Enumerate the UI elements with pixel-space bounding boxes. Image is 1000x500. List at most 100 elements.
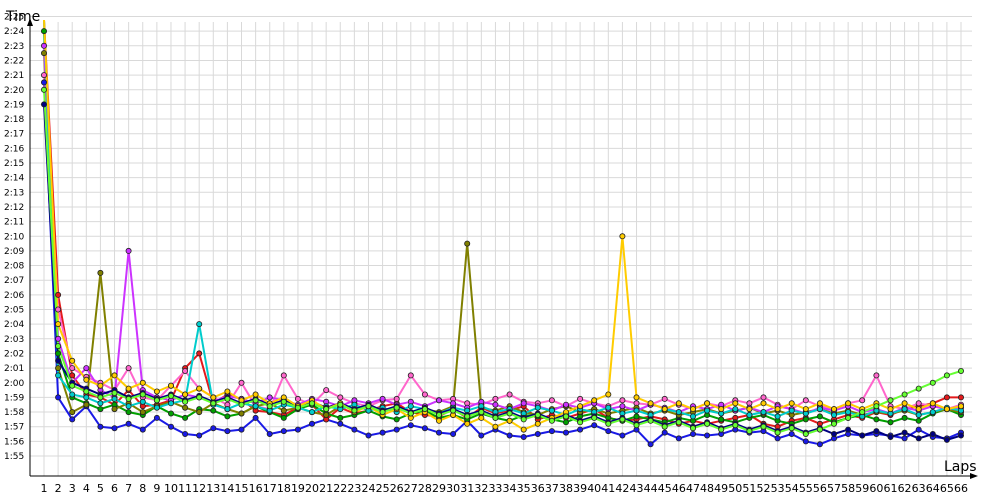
data-point (901, 435, 908, 442)
data-point (464, 420, 471, 427)
data-point (125, 247, 132, 254)
y-tick-label: 1:58 (4, 408, 24, 418)
x-tick-label: 12 (192, 482, 206, 495)
data-point (196, 350, 203, 357)
y-tick-label: 2:21 (4, 71, 24, 81)
data-point (379, 395, 386, 402)
data-point (746, 411, 753, 418)
data-point (859, 409, 866, 416)
x-tick-label: 64 (926, 482, 940, 495)
data-point (294, 426, 301, 433)
x-tick-label: 9 (153, 482, 160, 495)
data-point (746, 428, 753, 435)
x-tick-label: 34 (503, 482, 517, 495)
data-point (774, 406, 781, 413)
data-point (859, 397, 866, 404)
data-point (41, 79, 48, 86)
x-tick-label: 55 (799, 482, 813, 495)
x-tick-label: 42 (615, 482, 629, 495)
data-point (55, 306, 62, 313)
data-point (97, 423, 104, 430)
data-point (41, 28, 48, 35)
x-tick-label: 66 (954, 482, 968, 495)
data-point (308, 420, 315, 427)
y-tick-label: 2:09 (4, 247, 24, 257)
data-point (690, 425, 697, 432)
y-tick-label: 2:02 (4, 349, 24, 359)
data-point (83, 376, 90, 383)
data-point (280, 414, 287, 421)
x-tick-label: 46 (672, 482, 686, 495)
x-tick-label: 14 (220, 482, 234, 495)
data-point (308, 400, 315, 407)
x-tick-label: 41 (601, 482, 615, 495)
data-point (577, 419, 584, 426)
x-tick-label: 56 (813, 482, 827, 495)
y-tick-label: 2:11 (4, 218, 24, 228)
data-point (41, 72, 48, 79)
data-point (577, 403, 584, 410)
data-point (210, 394, 217, 401)
data-point (619, 403, 626, 410)
data-point (266, 394, 273, 401)
y-tick-label: 2:17 (4, 130, 24, 140)
data-point (831, 430, 838, 437)
data-point (943, 372, 950, 379)
data-point (294, 395, 301, 402)
data-point (450, 407, 457, 414)
data-point (41, 86, 48, 93)
series-line (43, 104, 962, 441)
data-point (619, 432, 626, 439)
x-tick-label: 3 (69, 482, 76, 495)
data-point (139, 391, 146, 398)
data-point (802, 397, 809, 404)
data-point (661, 406, 668, 413)
series-line (43, 53, 962, 416)
data-point (393, 416, 400, 423)
y-tick-label: 2:24 (4, 27, 24, 37)
data-point (55, 335, 62, 342)
data-point (224, 428, 231, 435)
x-tick-label: 28 (418, 482, 432, 495)
data-point (196, 432, 203, 439)
x-tick-label: 58 (841, 482, 855, 495)
x-tick-label: 2 (55, 482, 62, 495)
data-point (435, 411, 442, 418)
y-tick-label: 2:05 (4, 306, 24, 316)
data-point (534, 404, 541, 411)
y-axis-arrow (27, 18, 33, 26)
data-point (915, 417, 922, 424)
data-point (55, 394, 62, 401)
data-point (506, 391, 513, 398)
x-tick-label: 49 (714, 482, 728, 495)
data-point (55, 365, 62, 372)
data-point (506, 410, 513, 417)
x-tick-label: 43 (630, 482, 644, 495)
data-point (421, 391, 428, 398)
data-point (55, 357, 62, 364)
data-point (591, 422, 598, 429)
data-point (816, 413, 823, 420)
data-point (393, 426, 400, 433)
x-tick-label: 23 (347, 482, 361, 495)
x-tick-label: 5 (97, 482, 104, 495)
x-tick-label: 6 (111, 482, 118, 495)
x-tick-label: 15 (235, 482, 249, 495)
data-point (831, 420, 838, 427)
x-tick-label: 7 (125, 482, 132, 495)
x-tick-label: 21 (319, 482, 333, 495)
y-tick-label: 2:23 (4, 42, 24, 52)
data-point (661, 423, 668, 430)
data-point (167, 423, 174, 430)
data-point (901, 429, 908, 436)
data-point (647, 441, 654, 448)
data-point (915, 411, 922, 418)
series-line (43, 19, 962, 418)
data-point (55, 291, 62, 298)
data-point (548, 417, 555, 424)
data-point (97, 394, 104, 401)
data-point (210, 425, 217, 432)
x-tick-label: 31 (460, 482, 474, 495)
x-tick-label: 16 (249, 482, 263, 495)
data-point (337, 401, 344, 408)
